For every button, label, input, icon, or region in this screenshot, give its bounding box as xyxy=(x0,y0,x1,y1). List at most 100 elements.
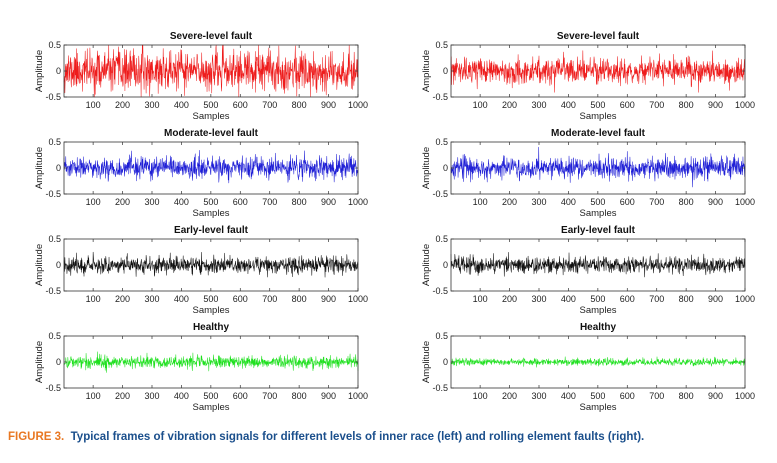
x-tick-label: 600 xyxy=(233,197,248,207)
x-tick-label: 900 xyxy=(321,100,336,110)
x-tick-label: 800 xyxy=(292,197,307,207)
x-tick-label: 200 xyxy=(115,294,130,304)
panel-title: Moderate-level fault xyxy=(164,128,259,139)
x-tick-label: 800 xyxy=(679,294,694,304)
x-axis-label: Samples xyxy=(193,111,230,122)
x-tick-label: 100 xyxy=(473,100,488,110)
x-tick-label: 200 xyxy=(115,391,130,401)
y-tick-label: -0.5 xyxy=(432,383,448,393)
x-tick-label: 400 xyxy=(174,391,189,401)
y-tick-label: -0.5 xyxy=(45,189,61,199)
y-tick-label: 0.5 xyxy=(435,40,448,50)
y-axis-label: Amplitude xyxy=(34,341,45,383)
y-tick-label: 0.5 xyxy=(48,40,61,50)
x-tick-label: 700 xyxy=(649,197,664,207)
chart-panel-left-1: 100 200 300 400 500 600 700 800 900 1000 -0.5 0 0.5 S… xyxy=(34,31,368,122)
x-tick-label: 500 xyxy=(203,391,218,401)
y-axis-label: Amplitude xyxy=(421,244,432,286)
chart-panel-right-4: 100 200 300 400 500 600 700 800 900 1000 -0.5 0 0.5 H… xyxy=(421,322,755,413)
x-tick-label: 300 xyxy=(531,197,546,207)
panel-title: Healthy xyxy=(580,322,617,333)
signal-trace xyxy=(63,251,359,278)
x-tick-label: 900 xyxy=(708,294,723,304)
x-axis-label: Samples xyxy=(193,208,230,219)
y-axis-label: Amplitude xyxy=(34,50,45,92)
x-tick-label: 300 xyxy=(144,197,159,207)
signal-trace xyxy=(450,252,746,278)
y-tick-label: 0 xyxy=(443,260,448,270)
x-tick-label: 800 xyxy=(679,197,694,207)
x-tick-label: 100 xyxy=(473,197,488,207)
x-axis-label: Samples xyxy=(580,402,617,413)
x-tick-label: 300 xyxy=(144,100,159,110)
x-tick-label: 100 xyxy=(86,197,101,207)
x-tick-label: 200 xyxy=(115,100,130,110)
y-tick-label: 0.5 xyxy=(48,137,61,147)
y-tick-label: 0 xyxy=(56,163,61,173)
x-axis-label: Samples xyxy=(580,208,617,219)
x-tick-label: 1000 xyxy=(348,100,368,110)
y-tick-label: 0.5 xyxy=(435,234,448,244)
x-tick-label: 700 xyxy=(649,100,664,110)
signal-trace xyxy=(63,150,359,184)
x-tick-label: 500 xyxy=(590,391,605,401)
x-tick-label: 300 xyxy=(531,100,546,110)
x-tick-label: 800 xyxy=(292,391,307,401)
chart-panel-left-4: 100 200 300 400 500 600 700 800 900 1000 -0.5 0 0.5 H… xyxy=(34,322,368,413)
x-tick-label: 1000 xyxy=(348,294,368,304)
x-tick-label: 400 xyxy=(174,294,189,304)
y-tick-label: 0.5 xyxy=(48,234,61,244)
x-tick-label: 400 xyxy=(561,100,576,110)
panel-title: Moderate-level fault xyxy=(551,128,646,139)
y-axis-label: Amplitude xyxy=(421,147,432,189)
figure-caption-text: Typical frames of vibration signals for … xyxy=(70,431,645,443)
x-tick-label: 600 xyxy=(233,294,248,304)
y-tick-label: -0.5 xyxy=(432,286,448,296)
x-tick-label: 300 xyxy=(531,294,546,304)
chart-panel-right-2: 100 200 300 400 500 600 700 800 900 1000 -0.5 0 0.5 M… xyxy=(421,128,755,219)
chart-panel-left-3: 100 200 300 400 500 600 700 800 900 1000 -0.5 0 0.5 E… xyxy=(34,225,368,316)
x-tick-label: 900 xyxy=(321,391,336,401)
x-tick-label: 900 xyxy=(708,391,723,401)
x-tick-label: 1000 xyxy=(348,197,368,207)
y-tick-label: 0.5 xyxy=(435,137,448,147)
x-tick-label: 100 xyxy=(86,100,101,110)
x-tick-label: 900 xyxy=(321,294,336,304)
x-tick-label: 800 xyxy=(292,294,307,304)
x-tick-label: 800 xyxy=(292,100,307,110)
x-tick-label: 900 xyxy=(321,197,336,207)
y-axis-label: Amplitude xyxy=(34,147,45,189)
x-tick-label: 700 xyxy=(262,294,277,304)
x-tick-label: 1000 xyxy=(735,197,755,207)
x-tick-label: 200 xyxy=(502,197,517,207)
x-tick-label: 200 xyxy=(502,100,517,110)
panel-title: Early-level fault xyxy=(561,225,636,236)
signal-trace xyxy=(450,356,746,368)
x-axis-label: Samples xyxy=(193,402,230,413)
y-tick-label: -0.5 xyxy=(45,286,61,296)
x-tick-label: 100 xyxy=(86,391,101,401)
x-tick-label: 700 xyxy=(649,391,664,401)
signal-trace xyxy=(450,50,746,93)
x-axis-label: Samples xyxy=(580,305,617,316)
y-axis-label: Amplitude xyxy=(421,50,432,92)
x-tick-label: 700 xyxy=(262,197,277,207)
y-axis-label: Amplitude xyxy=(34,244,45,286)
x-tick-label: 100 xyxy=(86,294,101,304)
y-tick-label: 0 xyxy=(443,163,448,173)
x-tick-label: 600 xyxy=(620,391,635,401)
x-tick-label: 900 xyxy=(708,100,723,110)
y-tick-label: 0.5 xyxy=(48,331,61,341)
x-tick-label: 400 xyxy=(561,391,576,401)
x-tick-label: 400 xyxy=(561,197,576,207)
x-tick-label: 100 xyxy=(473,294,488,304)
x-axis-label: Samples xyxy=(193,305,230,316)
x-tick-label: 800 xyxy=(679,391,694,401)
x-tick-label: 1000 xyxy=(735,100,755,110)
panel-title: Severe-level fault xyxy=(557,31,640,42)
x-tick-label: 200 xyxy=(502,391,517,401)
y-tick-label: -0.5 xyxy=(432,189,448,199)
y-tick-label: -0.5 xyxy=(45,92,61,102)
x-tick-label: 300 xyxy=(531,391,546,401)
panel-title: Early-level fault xyxy=(174,225,249,236)
